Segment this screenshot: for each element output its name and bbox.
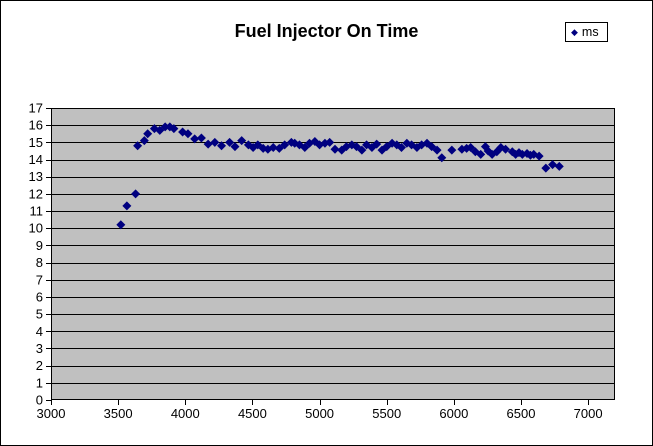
data-point[interactable] [437, 153, 447, 163]
data-point[interactable] [476, 149, 486, 159]
series-ms[interactable] [116, 122, 564, 230]
y-tick-label: 10 [29, 221, 43, 236]
y-tick-label: 7 [36, 272, 43, 287]
data-point[interactable] [217, 141, 227, 151]
data-point[interactable] [183, 129, 193, 139]
x-tick-label: 6500 [507, 406, 536, 421]
data-point[interactable] [280, 140, 290, 150]
diamond-marker-icon: ◆ [571, 26, 578, 37]
x-tick-label: 5500 [372, 406, 401, 421]
data-point[interactable] [149, 124, 159, 134]
data-point[interactable] [534, 151, 544, 161]
data-point[interactable] [541, 163, 551, 173]
data-point[interactable] [133, 141, 143, 151]
data-point[interactable] [225, 137, 235, 147]
y-tick-label: 5 [36, 307, 43, 322]
plot-border [51, 108, 615, 400]
y-tick-label: 9 [36, 238, 43, 253]
x-tick-label: 3500 [104, 406, 133, 421]
x-axis-labels: 3000 3500 4000 4500 5000 5500 6000 6500 7000 [37, 406, 603, 421]
data-point[interactable] [139, 136, 149, 146]
y-tick-label: 3 [36, 341, 43, 356]
x-tick-label: 5000 [305, 406, 334, 421]
x-tick-label: 7000 [574, 406, 603, 421]
data-point[interactable] [357, 145, 367, 155]
y-tick-label: 12 [29, 186, 43, 201]
x-tick-label: 4000 [171, 406, 200, 421]
chart-title: Fuel Injector On Time [234, 21, 419, 41]
data-point[interactable] [548, 160, 558, 170]
y-tick-label: 13 [29, 169, 43, 184]
data-point[interactable] [190, 134, 200, 144]
y-tick-label: 2 [36, 358, 43, 373]
data-point[interactable] [169, 124, 179, 134]
y-tick-label: 16 [29, 118, 43, 133]
y-tick-label: 6 [36, 289, 43, 304]
data-point[interactable] [372, 139, 382, 149]
axis-ticks [46, 108, 589, 405]
data-point[interactable] [330, 144, 340, 154]
y-tick-label: 15 [29, 135, 43, 150]
data-point[interactable] [116, 220, 126, 230]
data-point[interactable] [432, 145, 442, 155]
y-tick-label: 17 [29, 101, 43, 116]
data-point[interactable] [131, 189, 141, 199]
data-point[interactable] [203, 139, 213, 149]
data-point[interactable] [160, 122, 170, 132]
data-point[interactable] [230, 142, 240, 152]
legend-label: ms [581, 25, 599, 39]
legend[interactable]: ◆ ms [565, 22, 608, 42]
y-tick-label: 0 [36, 393, 43, 408]
data-point[interactable] [237, 136, 247, 146]
data-point[interactable] [143, 129, 153, 139]
data-point[interactable] [396, 143, 406, 153]
y-tick-label: 8 [36, 255, 43, 270]
x-tick-label: 4500 [238, 406, 267, 421]
data-point[interactable] [122, 201, 132, 211]
y-tick-label: 4 [36, 324, 43, 339]
y-tick-label: 11 [30, 204, 44, 219]
y-tick-label: 14 [29, 152, 43, 167]
data-point[interactable] [325, 137, 335, 147]
data-point[interactable] [196, 133, 206, 143]
x-tick-label: 3000 [37, 406, 66, 421]
data-point[interactable] [554, 161, 564, 171]
x-tick-label: 6000 [439, 406, 468, 421]
y-tick-label: 1 [36, 375, 43, 390]
data-point[interactable] [501, 144, 511, 154]
data-point[interactable] [210, 137, 220, 147]
data-point[interactable] [268, 143, 278, 153]
data-point[interactable] [447, 145, 457, 155]
